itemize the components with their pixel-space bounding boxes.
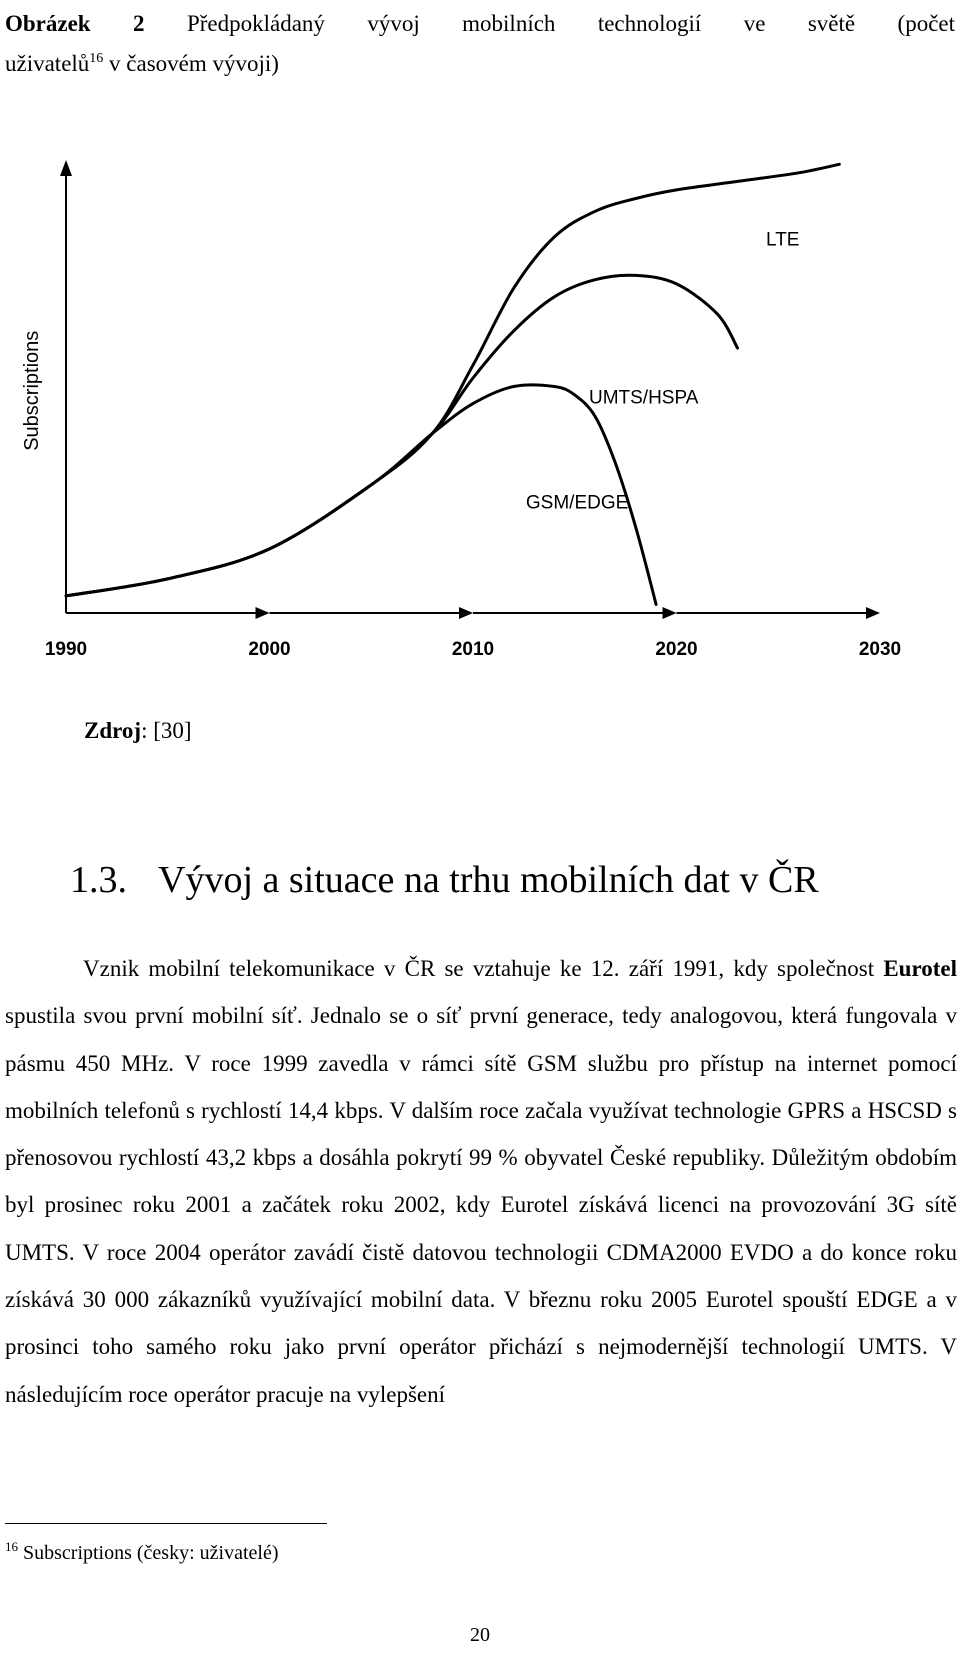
caption-text-2a: uživatelů: [5, 51, 90, 76]
paragraph-text-a: Vznik mobilní telekomunikace v ČR se vzt…: [83, 956, 884, 981]
caption-text-1: Předpokládaný vývoj mobilních technologi…: [186, 11, 955, 36]
footnote-number: 16: [5, 1539, 18, 1554]
section-title: Vývoj a situace na trhu mobilních dat v …: [158, 859, 819, 901]
source-label: Zdroj: [84, 718, 142, 743]
body-text: Vznik mobilní telekomunikace v ČR se vzt…: [5, 945, 957, 1418]
x-tick-label: 2030: [859, 639, 901, 660]
figure-source: Zdroj: [30]: [84, 716, 192, 746]
footnote-reference[interactable]: 16: [89, 51, 104, 66]
x-axis-arrow: [459, 607, 473, 619]
chart-labels: 1990 2000 2010 2020 2030 Subscriptions GSM/EDG…: [21, 229, 901, 660]
page-number: 20: [470, 1624, 490, 1646]
footnote-separator: [5, 1523, 327, 1524]
y-axis-label: Subscriptions: [21, 331, 43, 451]
footnote-text: Subscriptions (česky: uživatelé): [18, 1542, 279, 1564]
chart-axes: [60, 160, 880, 619]
caption-label: Obrázek 2: [5, 11, 145, 36]
series-line: [64, 273, 739, 598]
chart-curves: [64, 162, 841, 606]
y-axis-arrow: [60, 160, 72, 176]
series-label: LTE: [766, 229, 799, 250]
x-axis-arrow: [866, 607, 880, 619]
x-tick-label: 2000: [248, 639, 290, 660]
section-heading: 1.3. Vývoj a situace na trhu mobilních da…: [70, 857, 819, 903]
x-axis-arrow: [662, 607, 677, 619]
x-tick-label: 2010: [452, 639, 494, 660]
x-tick-label: 1990: [45, 639, 87, 660]
footnote: 16 Subscriptions (česky: uživatelé): [5, 1540, 279, 1566]
caption-line-1: Obrázek 2 Předpokládaný vývoj mobilních …: [5, 4, 955, 44]
x-tick-label: 2020: [655, 639, 697, 660]
section-number: 1.3.: [70, 859, 127, 901]
series-label: UMTS/HSPA: [589, 388, 699, 409]
series-line: [64, 162, 841, 598]
paragraph-text-b: spustila svou první mobilní síť. Jednalo…: [5, 1003, 957, 1407]
series-label: GSM/EDGE: [526, 492, 628, 513]
caption-text-2b: v časovém vývoji): [103, 51, 279, 76]
paragraph: Vznik mobilní telekomunikace v ČR se vzt…: [5, 945, 957, 1418]
x-axis-arrow: [255, 607, 270, 619]
paragraph-emphasis: Eurotel: [883, 956, 957, 981]
figure-caption: Obrázek 2 Předpokládaný vývoj mobilních …: [5, 4, 955, 84]
source-value: : [30]: [141, 718, 192, 743]
subscriptions-chart: 1990 2000 2010 2020 2030 Subscriptions GSM/EDG…: [21, 160, 901, 660]
